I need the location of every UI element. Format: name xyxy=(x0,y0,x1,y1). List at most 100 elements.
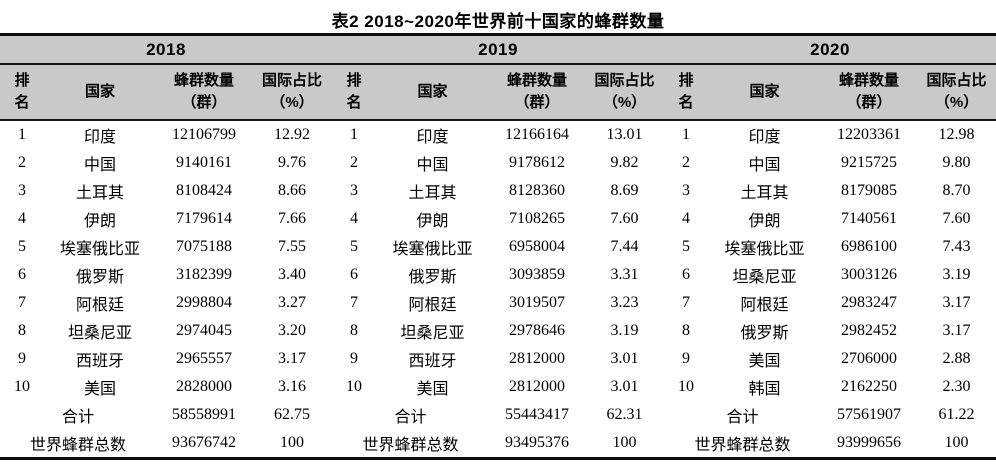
cell-2020-rank: 7 xyxy=(682,294,691,311)
cell-2019-country: 西班牙 xyxy=(408,353,457,370)
cell-2020-total-label: 合计 xyxy=(726,409,759,426)
cell-2019-share: 3.19 xyxy=(610,322,639,339)
cell-2018-share: 7.66 xyxy=(278,210,306,227)
cell-2020-rank: 6 xyxy=(682,266,691,283)
cell-2018-total-label: 合计 xyxy=(61,409,94,426)
cell-2018-rank: 6 xyxy=(18,266,26,283)
cell-2018-count: 7075188 xyxy=(176,238,232,255)
cell-2019-share: 3.01 xyxy=(610,378,639,395)
year-header-2018: 2018 xyxy=(0,34,333,65)
cell-2020-count: 2706000 xyxy=(841,350,898,367)
cell-2019-count: 9178612 xyxy=(509,154,566,171)
cell-2020-country: 阿根廷 xyxy=(740,297,789,314)
cell-2020-count: 2983247 xyxy=(841,294,898,311)
cell-2018-country: 中国 xyxy=(83,157,116,174)
cell-2019-count: 6958004 xyxy=(509,238,566,255)
cell-2018-share: 12.92 xyxy=(274,126,310,143)
cell-2019-country: 美国 xyxy=(416,381,449,398)
cell-2019-share: 13.01 xyxy=(606,126,643,143)
cell-2019-count: 7108265 xyxy=(509,210,566,227)
cell-2020-country: 美国 xyxy=(748,353,781,370)
table-caption: 表2 2018~2020年世界前十国家的蜂群数量 xyxy=(331,12,665,31)
cell-2020-share: 12.98 xyxy=(938,126,975,143)
cell-2018-world-label: 世界蜂群总数 xyxy=(29,437,126,454)
cell-2019-country: 阿根廷 xyxy=(408,297,457,314)
cell-2018-country: 埃塞俄比亚 xyxy=(59,241,140,258)
cell-2018-rank: 4 xyxy=(18,210,26,227)
cell-2020-count: 12203361 xyxy=(837,126,902,143)
cell-2020-count: 7140561 xyxy=(841,210,898,227)
cell-2020-count: 6986100 xyxy=(841,238,898,255)
cell-2019-share: 7.60 xyxy=(610,210,639,227)
cell-2018-world-share: 100 xyxy=(280,434,304,451)
cell-2019-rank: 2 xyxy=(350,154,359,171)
cell-2018-country: 俄罗斯 xyxy=(75,269,124,286)
total-row: 合计 58558991 62.75 合计 55443417 62.31 合计 57561907… xyxy=(0,401,996,429)
cell-2018-country: 印度 xyxy=(83,129,116,146)
cell-2018-share: 8.66 xyxy=(278,182,306,199)
cell-2020-count: 2982452 xyxy=(841,322,898,339)
cell-2019-rank: 7 xyxy=(350,294,359,311)
cell-2019-share: 9.82 xyxy=(610,154,639,171)
cell-2020-share: 8.70 xyxy=(942,182,971,199)
cell-2019-world-share: 100 xyxy=(612,434,637,451)
cell-2020-share: 3.19 xyxy=(942,266,971,283)
cell-2020-rank: 1 xyxy=(682,126,691,143)
cell-2018-rank: 7 xyxy=(18,294,26,311)
cell-2020-world-share: 100 xyxy=(944,434,969,451)
cell-2018-count: 9140161 xyxy=(176,154,232,171)
col-header-share-2019: 国际占比 （%） xyxy=(585,64,665,121)
cell-2018-world-count: 93676742 xyxy=(172,434,236,451)
col-header-rank-2018: 排 名 xyxy=(0,64,44,121)
col-header-rank-2020: 排 名 xyxy=(664,64,709,121)
cell-2019-rank: 8 xyxy=(350,322,359,339)
cell-2019-rank: 3 xyxy=(350,182,359,199)
cell-2018-count: 2965557 xyxy=(176,350,232,367)
cell-2020-count: 8179085 xyxy=(841,182,898,199)
cell-2019-country: 印度 xyxy=(416,129,449,146)
cell-2019-total-label: 合计 xyxy=(394,409,427,426)
cell-2018-count: 7179614 xyxy=(176,210,232,227)
cell-2018-share: 3.40 xyxy=(278,266,306,283)
cell-2018-count: 2828000 xyxy=(176,378,232,395)
year-header-row: 2018 2019 2020 xyxy=(0,34,996,65)
cell-2020-world-label: 世界蜂群总数 xyxy=(694,437,791,454)
cell-2020-share: 9.80 xyxy=(942,154,971,171)
cell-2020-rank: 2 xyxy=(682,154,691,171)
cell-2019-count: 3093859 xyxy=(509,266,566,283)
cell-2018-rank: 10 xyxy=(14,378,30,395)
col-header-share-2018: 国际占比 （%） xyxy=(252,64,333,121)
cell-2019-count: 2812000 xyxy=(509,378,566,395)
col-header-count-2019: 蜂群数量 （群） xyxy=(489,64,586,121)
cell-2018-share: 3.20 xyxy=(278,322,306,339)
cell-2018-share: 9.76 xyxy=(278,154,306,171)
cell-2019-country: 坦桑尼亚 xyxy=(400,325,465,342)
col-header-count-2018: 蜂群数量 （群） xyxy=(156,64,252,121)
cell-2020-share: 2.30 xyxy=(942,378,971,395)
cell-2018-share: 3.27 xyxy=(278,294,306,311)
column-header-row: 排 名 国家 蜂群数量 （群） 国际占比 （%） 排 名 国家 蜂群数量 （群）… xyxy=(0,64,996,121)
cell-2018-rank: 2 xyxy=(18,154,26,171)
cell-2020-country: 土耳其 xyxy=(740,185,789,202)
cell-2018-country: 美国 xyxy=(83,381,116,398)
cell-2018-rank: 5 xyxy=(18,238,26,255)
cell-2018-total-count: 58558991 xyxy=(172,406,236,423)
cell-2020-country: 韩国 xyxy=(748,381,781,398)
year-header-2020: 2020 xyxy=(664,34,996,65)
cell-2018-share: 7.55 xyxy=(278,238,306,255)
table-row: 9 西班牙 2965557 3.17 9 西班牙 2812000 3.01 9 美国 2706000… xyxy=(0,345,996,373)
cell-2019-rank: 4 xyxy=(350,210,359,227)
cell-2019-share: 3.31 xyxy=(610,266,639,283)
cell-2019-rank: 5 xyxy=(350,238,359,255)
cell-2018-count: 3182399 xyxy=(176,266,232,283)
cell-2020-rank: 10 xyxy=(678,378,695,395)
cell-2020-country: 坦桑尼亚 xyxy=(732,269,797,286)
cell-2019-count: 12166164 xyxy=(505,126,570,143)
cell-2019-total-share: 62.31 xyxy=(606,406,643,423)
cell-2018-country: 坦桑尼亚 xyxy=(67,325,132,342)
cell-2019-share: 3.01 xyxy=(610,350,639,367)
cell-2019-country: 俄罗斯 xyxy=(408,269,457,286)
col-header-share-2020: 国际占比 （%） xyxy=(917,64,996,121)
cell-2018-country: 西班牙 xyxy=(75,353,124,370)
cell-2018-count: 2998804 xyxy=(176,294,232,311)
